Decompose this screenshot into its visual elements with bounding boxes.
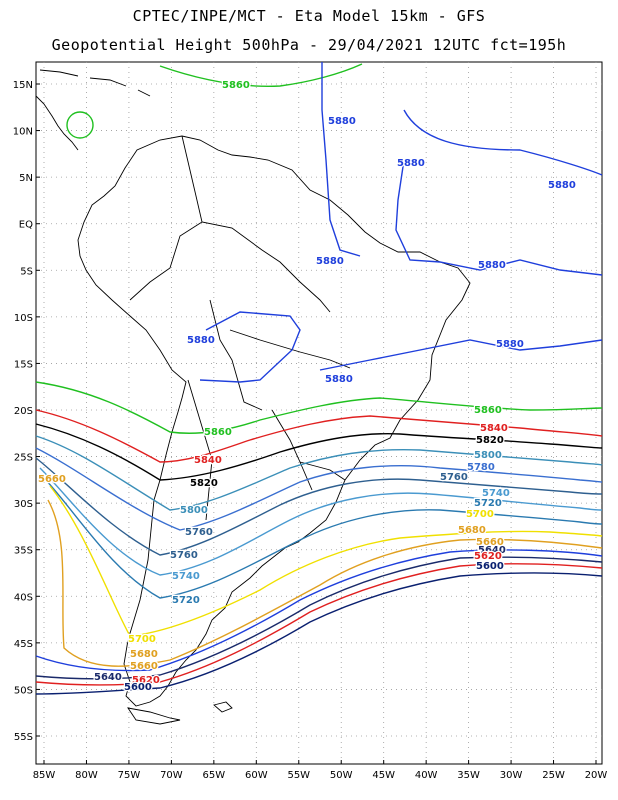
contour-label: 5720 <box>172 595 200 606</box>
contour-5840 <box>35 409 603 463</box>
contour-label: 5840 <box>480 423 508 434</box>
contour-label: 5780 <box>467 462 495 473</box>
contour-5660 <box>35 549 603 672</box>
contours <box>35 62 603 695</box>
contour-label: 5600 <box>124 682 152 693</box>
lon-tick-label: 45W <box>372 770 395 781</box>
contour-label: 5660 <box>130 661 158 672</box>
contour-label: 5880 <box>325 374 353 385</box>
contour-label: 5640 <box>94 672 122 683</box>
contour-label: 5820 <box>476 435 504 446</box>
contour-5860-small-ring <box>66 111 94 139</box>
contour-label: 5860 <box>222 80 250 91</box>
borders <box>129 135 351 521</box>
lat-tick-label: 10N <box>13 127 33 138</box>
lon-tick-label: 30W <box>500 770 523 781</box>
contour-label: 5800 <box>180 505 208 516</box>
contour-5680 <box>47 499 603 667</box>
lat-tick-label: 30S <box>14 499 33 510</box>
lon-tick-label: 75W <box>118 770 141 781</box>
contour-5880-north <box>199 62 603 383</box>
contour-label: 5800 <box>474 450 502 461</box>
contour-5800 <box>35 435 603 511</box>
contour-label: 5620 <box>132 675 160 686</box>
contour-label: 5680 <box>458 525 486 536</box>
contour-label: 5760 <box>170 550 198 561</box>
contour-5620 <box>35 563 603 686</box>
longitude-axis: 85W 80W 75W 70W 65W 60W 55W 50W 45W 40W 35W 30W 25W 2… <box>33 760 608 781</box>
lat-tick-label: 35S <box>14 546 33 557</box>
lat-tick-label: 10S <box>14 313 33 324</box>
contour-label: 5880 <box>328 116 356 127</box>
chart-title-line1: CPTEC/INPE/MCT - Eta Model 15km - GFS <box>132 7 486 25</box>
contour-label: 5880 <box>496 339 524 350</box>
lon-tick-label: 20W <box>585 770 608 781</box>
contour-label: 5700 <box>128 634 156 645</box>
lat-tick-label: 25S <box>14 453 33 464</box>
south-america-coast <box>77 135 471 707</box>
contour-label: 5880 <box>316 256 344 267</box>
lon-tick-label: 50W <box>330 770 353 781</box>
contour-label: 5880 <box>478 260 506 271</box>
contour-label: 5740 <box>482 488 510 499</box>
contour-label: 5720 <box>474 498 502 509</box>
contour-label: 5860 <box>474 405 502 416</box>
lon-tick-label: 25W <box>542 770 565 781</box>
tierra-del-fuego <box>127 707 181 725</box>
contour-label: 5660 <box>38 474 66 485</box>
contour-5720 <box>43 477 603 599</box>
lat-tick-label: 15S <box>14 359 33 370</box>
lon-tick-label: 40W <box>415 770 438 781</box>
contour-label: 5760 <box>185 527 213 538</box>
contour-5740 <box>39 467 603 576</box>
contour-label: 5680 <box>130 649 158 660</box>
contour-label: 5600 <box>476 561 504 572</box>
contour-labels: 5860 5880 5880 5880 5880 5880 5880 5880 … <box>37 79 577 695</box>
lat-tick-label: 20S <box>14 406 33 417</box>
contour-5760 <box>35 457 603 556</box>
central-america <box>35 95 79 151</box>
contour-5860 <box>35 381 603 434</box>
map-frame <box>35 61 603 765</box>
contour-label: 5640 <box>478 545 506 556</box>
lon-tick-label: 85W <box>33 770 56 781</box>
lat-tick-label: 50S <box>14 685 33 696</box>
lon-tick-label: 60W <box>245 770 268 781</box>
chart-title-line2: Geopotential Height 500hPa - 29/04/2021 … <box>51 36 567 54</box>
contour-label: 5880 <box>548 180 576 191</box>
lat-lon-grid <box>36 62 602 764</box>
contour-label: 5700 <box>466 509 494 520</box>
lat-tick-label: 40S <box>14 592 33 603</box>
lat-tick-label: 55S <box>14 732 33 743</box>
contour-5780 <box>35 447 603 531</box>
contour-5640 <box>35 556 603 680</box>
lon-tick-label: 65W <box>203 770 226 781</box>
contour-5600 <box>35 572 603 695</box>
contour-label: 5860 <box>204 427 232 438</box>
lat-tick-label: 45S <box>14 639 33 650</box>
lon-tick-label: 55W <box>287 770 310 781</box>
lon-tick-label: 70W <box>160 770 183 781</box>
lon-tick-label: 80W <box>75 770 98 781</box>
contour-5860-north <box>159 63 363 87</box>
contour-label: 5760 <box>440 472 468 483</box>
contour-5820 <box>35 423 603 481</box>
lon-tick-label: 35W <box>457 770 480 781</box>
lat-tick-label: 5S <box>20 266 33 277</box>
contour-label: 5880 <box>187 335 215 346</box>
contour-label: 5840 <box>194 455 222 466</box>
caribbean-islands <box>39 69 151 97</box>
contour-5700 <box>49 485 603 637</box>
lat-tick-label: 15N <box>13 80 33 91</box>
contour-label: 5660 <box>476 537 504 548</box>
contour-label: 5740 <box>172 571 200 582</box>
contour-label: 5820 <box>190 478 218 489</box>
lat-tick-label: EQ <box>19 220 33 231</box>
lat-tick-label: 5N <box>19 173 33 184</box>
contour-label: 5620 <box>474 551 502 562</box>
contour-label: 5880 <box>397 158 425 169</box>
malvinas <box>213 701 233 713</box>
